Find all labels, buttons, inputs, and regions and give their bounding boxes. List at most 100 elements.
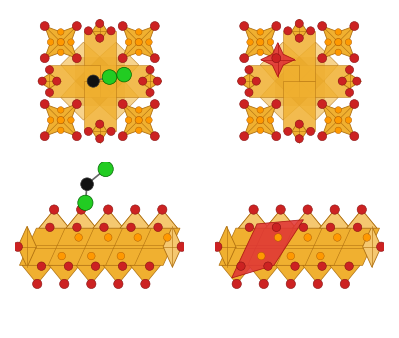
- Circle shape: [272, 54, 281, 63]
- Circle shape: [316, 252, 324, 260]
- Circle shape: [335, 107, 342, 113]
- Polygon shape: [20, 228, 180, 265]
- Circle shape: [40, 132, 49, 141]
- Polygon shape: [75, 57, 124, 105]
- Circle shape: [136, 29, 142, 35]
- Polygon shape: [292, 120, 306, 143]
- Circle shape: [357, 205, 366, 214]
- Polygon shape: [123, 26, 155, 58]
- Circle shape: [318, 262, 326, 270]
- Circle shape: [146, 89, 154, 97]
- Circle shape: [114, 279, 123, 289]
- Circle shape: [345, 117, 352, 123]
- Polygon shape: [100, 42, 139, 81]
- Circle shape: [150, 54, 159, 63]
- Circle shape: [134, 234, 142, 241]
- Circle shape: [104, 205, 113, 214]
- Circle shape: [58, 252, 65, 260]
- Circle shape: [45, 89, 53, 97]
- Circle shape: [38, 77, 46, 85]
- Circle shape: [57, 39, 64, 46]
- Circle shape: [13, 242, 22, 251]
- Circle shape: [107, 127, 115, 136]
- Polygon shape: [45, 104, 77, 136]
- Circle shape: [57, 127, 64, 134]
- Circle shape: [346, 89, 354, 97]
- Circle shape: [96, 120, 104, 128]
- Circle shape: [345, 39, 352, 45]
- Polygon shape: [93, 210, 123, 228]
- Circle shape: [303, 205, 312, 214]
- Circle shape: [102, 70, 117, 84]
- Circle shape: [37, 262, 45, 270]
- Circle shape: [158, 205, 167, 214]
- Polygon shape: [322, 26, 354, 58]
- Polygon shape: [283, 31, 316, 81]
- Circle shape: [249, 205, 258, 214]
- Polygon shape: [330, 265, 360, 284]
- Polygon shape: [100, 81, 139, 120]
- Circle shape: [272, 22, 281, 30]
- Circle shape: [354, 223, 362, 232]
- Circle shape: [252, 77, 260, 85]
- Polygon shape: [249, 65, 299, 97]
- Circle shape: [141, 279, 150, 289]
- Circle shape: [40, 22, 49, 30]
- Circle shape: [353, 77, 361, 85]
- Polygon shape: [244, 26, 276, 58]
- Circle shape: [117, 67, 131, 82]
- Polygon shape: [66, 210, 97, 228]
- Circle shape: [130, 205, 140, 214]
- Polygon shape: [83, 31, 116, 81]
- Circle shape: [125, 117, 132, 123]
- Circle shape: [84, 27, 93, 35]
- Circle shape: [318, 100, 327, 108]
- Circle shape: [272, 132, 281, 141]
- Circle shape: [240, 22, 249, 30]
- Polygon shape: [38, 74, 61, 89]
- Circle shape: [107, 27, 115, 35]
- Circle shape: [98, 161, 113, 176]
- Circle shape: [91, 262, 100, 270]
- Circle shape: [45, 66, 53, 74]
- Circle shape: [350, 132, 359, 141]
- Polygon shape: [239, 210, 269, 228]
- Circle shape: [267, 39, 274, 45]
- Polygon shape: [302, 265, 333, 284]
- Circle shape: [363, 234, 371, 241]
- Circle shape: [264, 262, 272, 270]
- Circle shape: [257, 49, 263, 55]
- Circle shape: [53, 77, 61, 85]
- Circle shape: [81, 178, 93, 191]
- Circle shape: [318, 132, 327, 141]
- Polygon shape: [45, 26, 77, 58]
- Circle shape: [33, 279, 42, 289]
- Circle shape: [118, 132, 127, 141]
- Polygon shape: [219, 228, 379, 265]
- Circle shape: [177, 242, 186, 251]
- Polygon shape: [221, 265, 252, 284]
- Circle shape: [153, 77, 162, 85]
- Polygon shape: [18, 226, 36, 267]
- Circle shape: [118, 22, 127, 30]
- Circle shape: [146, 66, 154, 74]
- Circle shape: [77, 205, 86, 214]
- Circle shape: [245, 66, 253, 74]
- Circle shape: [240, 54, 249, 63]
- Circle shape: [247, 117, 253, 123]
- Circle shape: [136, 107, 142, 113]
- Circle shape: [295, 135, 303, 143]
- Circle shape: [245, 223, 254, 232]
- Polygon shape: [260, 42, 299, 81]
- Polygon shape: [249, 265, 279, 284]
- Circle shape: [240, 100, 249, 108]
- Polygon shape: [292, 20, 306, 42]
- Circle shape: [377, 242, 386, 251]
- Polygon shape: [299, 65, 350, 97]
- Polygon shape: [347, 210, 377, 228]
- Circle shape: [335, 39, 342, 46]
- Polygon shape: [123, 104, 155, 136]
- Circle shape: [87, 75, 99, 87]
- Circle shape: [72, 132, 81, 141]
- Polygon shape: [338, 74, 361, 89]
